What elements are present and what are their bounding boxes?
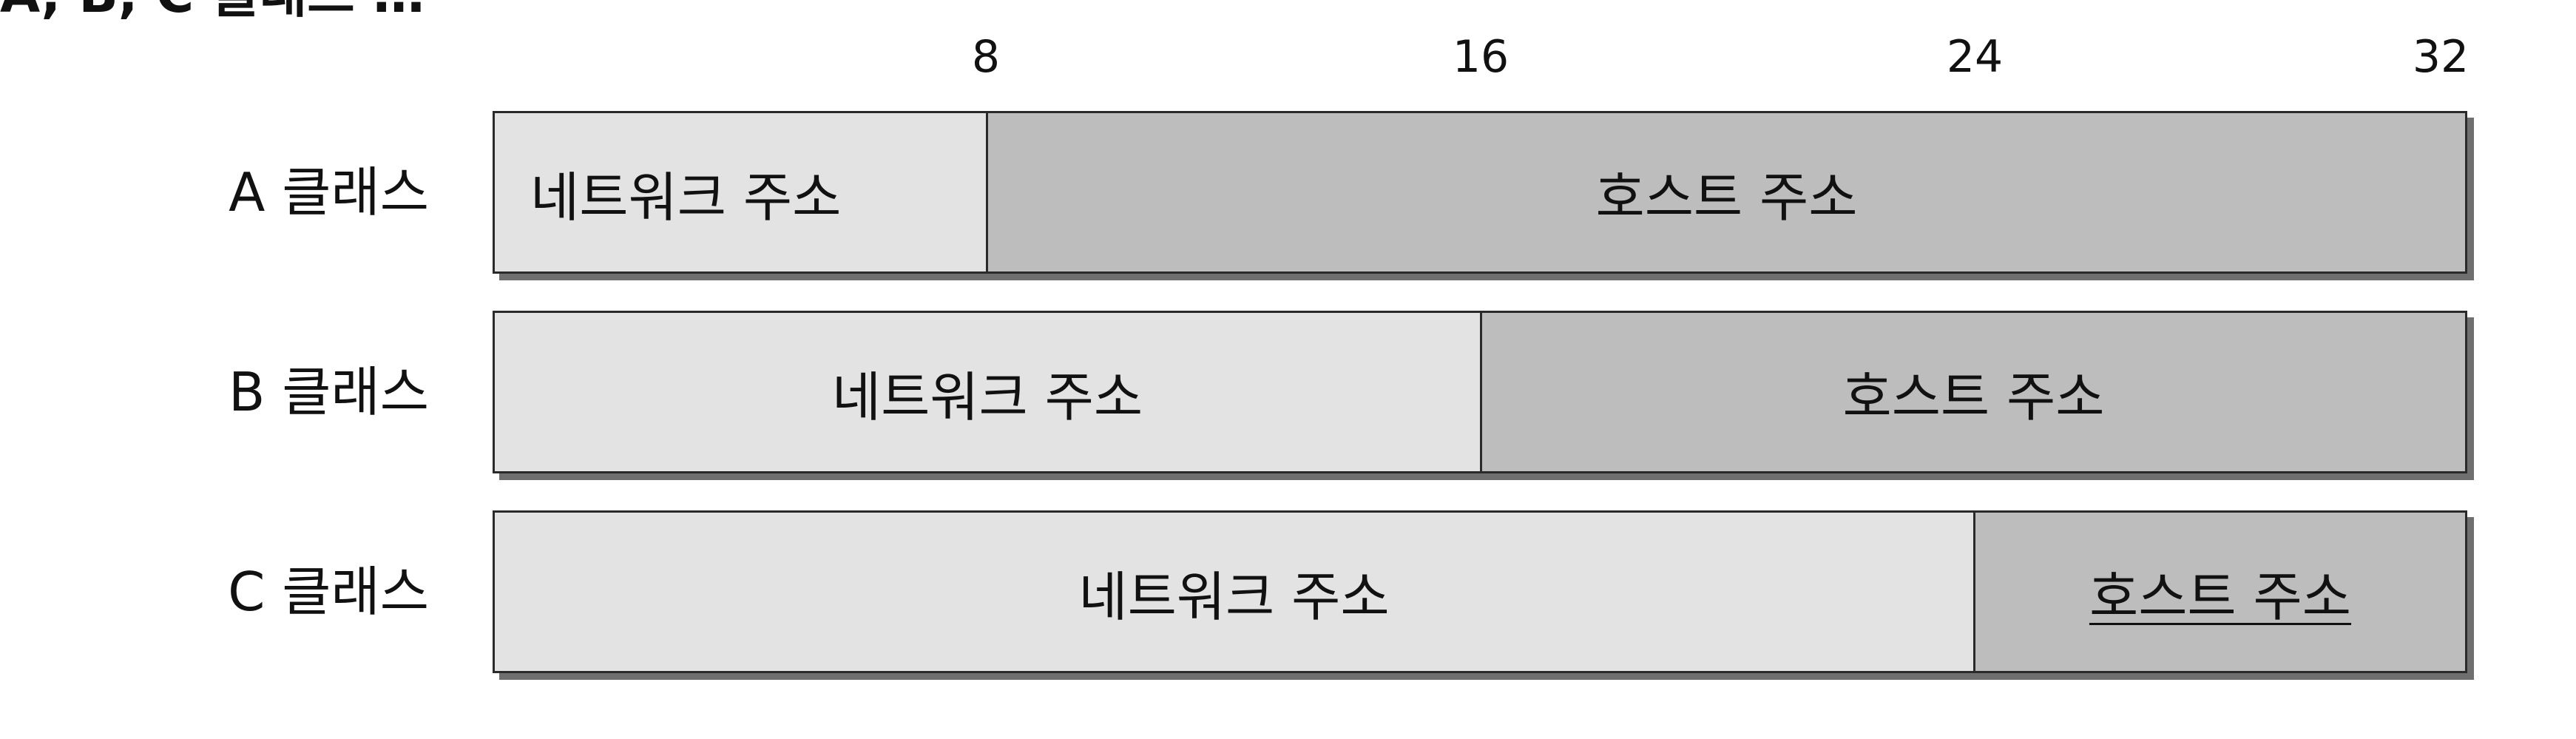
network-segment-b: 네트워크 주소 [495, 313, 1482, 471]
host-segment-c: 호스트 주소 [1975, 513, 2465, 671]
cropped-header-text: A, B, C 클래스 … [0, 0, 1923, 24]
class-label-b: B 클래스 [228, 361, 429, 423]
class-b-bar: 네트워크 주소 호스트 주소 [493, 311, 2467, 473]
class-a-bar: 네트워크 주소 호스트 주소 [493, 111, 2467, 274]
network-label: 네트워크 주소 [1078, 565, 1390, 628]
class-label-c: C 클래스 [228, 561, 429, 623]
host-label: 호스트 주소 [1842, 365, 2105, 428]
host-label: 호스트 주소 [1595, 166, 1858, 229]
host-segment-b: 호스트 주소 [1482, 313, 2465, 471]
network-segment-a: 네트워크 주소 [495, 113, 988, 271]
tick-label: 32 [2412, 31, 2469, 83]
network-label: 네트워크 주소 [530, 166, 842, 229]
tick-label: 24 [1946, 31, 2004, 83]
class-label-a: A 클래스 [229, 161, 429, 223]
host-segment-a: 호스트 주소 [988, 113, 2465, 271]
host-label: 호스트 주소 [2089, 565, 2352, 628]
tick-label: 16 [1452, 31, 1510, 83]
network-segment-c: 네트워크 주소 [495, 513, 1975, 671]
tick-label: 8 [971, 31, 1001, 83]
class-c-bar: 네트워크 주소 호스트 주소 [493, 510, 2467, 673]
network-label: 네트워크 주소 [831, 365, 1143, 428]
